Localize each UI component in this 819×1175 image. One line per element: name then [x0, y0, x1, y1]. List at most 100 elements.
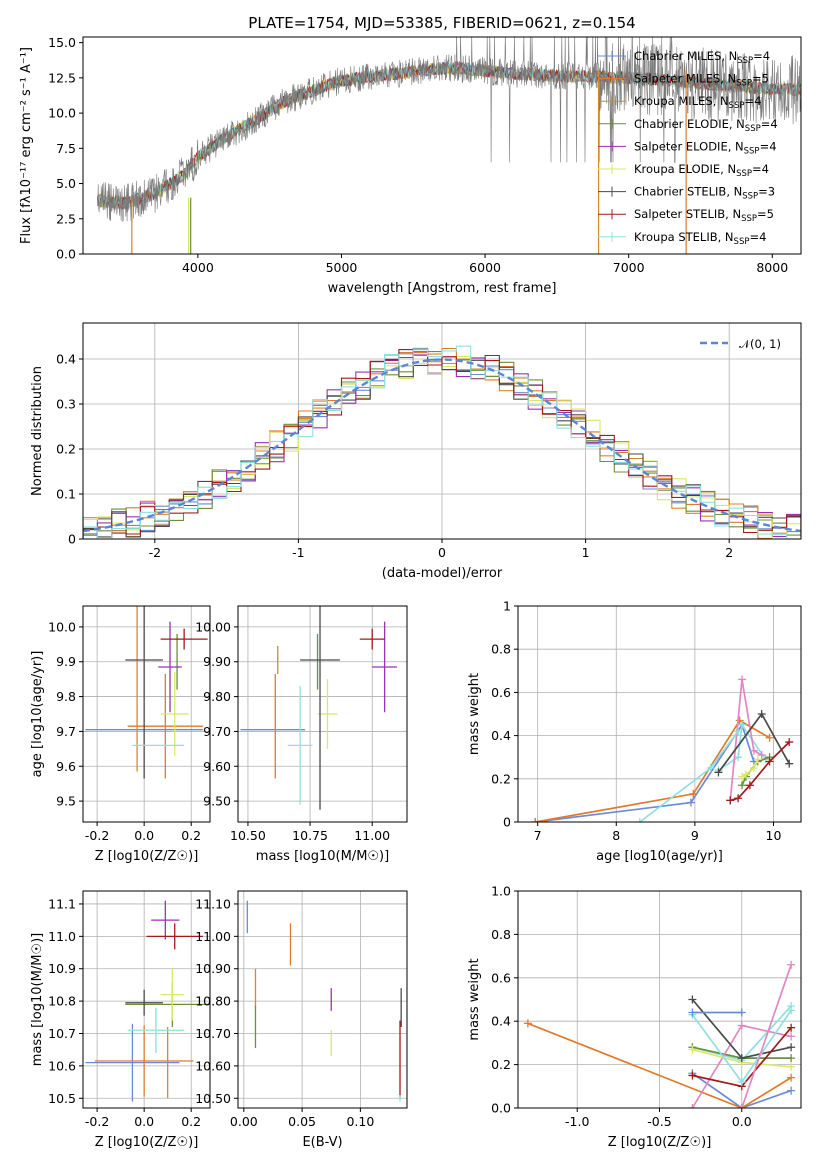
legend-label: Salpeter ELODIE, NSSP=4	[634, 139, 777, 156]
gaussian-curve	[82, 358, 802, 533]
y-tick-label: 10.80	[195, 994, 231, 1009]
mass-weight-marker	[787, 1006, 796, 1015]
residual-histogram	[83, 345, 801, 539]
legend-subscript: SSP	[734, 237, 750, 247]
x-tick-label: 4000	[182, 260, 214, 275]
y-tick-label: 7.5	[56, 141, 76, 156]
y-tick-label: 10.7	[48, 1026, 76, 1041]
mass-weight-marker	[738, 781, 747, 790]
x-axis-label: Z [log10(Z/Z☉)]	[95, 849, 199, 864]
y-axis-label: mass weight	[467, 673, 482, 755]
y-tick-label: 10.00	[195, 619, 231, 634]
mass-weight-marker	[745, 781, 754, 790]
mass-weight-line	[718, 722, 767, 771]
x-tick-label: 5000	[326, 260, 358, 275]
y-tick-label: 0.2	[56, 442, 76, 457]
legend-label: Salpeter STELIB, NSSP=5	[634, 207, 774, 224]
y-tick-label: 0.8	[491, 927, 511, 942]
mass-weight-marker	[688, 1045, 697, 1054]
mass-weight-line	[740, 964, 792, 1108]
observed-spectrum-line	[97, 37, 801, 222]
y-tick-label: 10.60	[195, 1058, 231, 1073]
residuals-axes: -2 -1 0 1 2 0 0.1 0.2 0.3 0.4 (data-model)/error No…	[30, 322, 802, 581]
x-tick-label: 7	[534, 828, 542, 843]
x-tick-label: 9	[691, 828, 699, 843]
legend-label: Chabrier ELODIE, NSSP=4	[634, 117, 778, 134]
y-tick-label: 9.7	[56, 724, 76, 739]
axes-frame	[237, 605, 408, 823]
axes-frame	[82, 322, 802, 540]
x-axis-label: age [log10(age/yr)]	[596, 849, 723, 864]
mass-weight-marker	[765, 733, 774, 742]
y-tick-label: 10.70	[195, 1026, 231, 1041]
legend-value: =4	[752, 162, 769, 176]
mass-weight-marker	[523, 1019, 532, 1028]
mass-weight-marker	[738, 720, 747, 729]
x-axis-label: mass [log10(M/M☉)]	[256, 849, 389, 864]
y-tick-label: 10.0	[48, 619, 76, 634]
y-axis-label: Flux [fλ10⁻¹⁷ erg cm⁻² s⁻¹ A⁻¹]	[19, 47, 34, 244]
y-tick-label: 11.1	[48, 896, 76, 911]
mass-weight-marker	[734, 794, 743, 803]
legend-label: Salpeter MILES, NSSP=5	[634, 72, 769, 89]
mass-weight-marker	[753, 755, 762, 764]
legend-subscript: SSP	[742, 192, 758, 202]
y-tick-label: 9.60	[203, 759, 231, 774]
x-tick-label: 0	[438, 545, 446, 560]
y-tick-label: 10.50	[195, 1091, 231, 1106]
y-tick-label: 9.90	[203, 654, 231, 669]
y-tick-label: 10.5	[48, 1091, 76, 1106]
y-tick-label: 9.6	[56, 759, 76, 774]
x-tick-label: 6000	[469, 260, 501, 275]
mass-weight-marker	[787, 960, 796, 969]
mass-weight-marker	[741, 770, 750, 779]
legend-subscript: SSP	[744, 146, 760, 156]
age-vs-Z-axes: -0.2 0.0 0.2 9.5 9.6 9.7 9.8 9.9 10.0 Z [log10(Z/…	[30, 605, 211, 864]
x-tick-label: 0.10	[346, 1114, 374, 1129]
mass-weight-marker	[785, 759, 794, 768]
mass-vs-EBV-axes: 0.00 0.05 0.10 10.50 10.60 10.70 10.80 10.90 11.…	[195, 890, 408, 1150]
y-tick-label: 0.1	[56, 487, 76, 502]
x-tick-label: 0.0	[732, 1114, 752, 1129]
axes-frame	[82, 605, 211, 823]
y-tick-label: 10.8	[48, 994, 76, 1009]
mass-weight-marker	[738, 675, 747, 684]
mass-weight-marker	[749, 764, 758, 772]
y-tick-label: 10.9	[48, 961, 76, 976]
mass-weight-line	[741, 759, 759, 778]
legend-value: =4	[753, 49, 770, 63]
x-tick-label: -1	[292, 545, 304, 560]
mass-weight-marker	[734, 727, 743, 736]
y-tick-label: 0.0	[56, 247, 76, 262]
y-tick-label: 10.0	[48, 106, 76, 121]
legend-value: =5	[752, 72, 769, 86]
y-tick-label: 0.2	[491, 771, 511, 786]
legend-value: =4	[744, 94, 761, 108]
mass-weight-marker	[737, 1077, 746, 1086]
y-tick-label: 1.0	[491, 884, 511, 899]
y-tick-label: 9.8	[56, 689, 76, 704]
legend-subscript: SSP	[729, 101, 745, 111]
mass-weight-marker	[714, 768, 723, 777]
legend-value: =4	[761, 117, 778, 131]
x-tick-label: 7000	[613, 260, 645, 275]
mass-weight-marker	[787, 1043, 796, 1052]
sfh-age-axes: 7 8 9 10 0 0.2 0.4 0.6 0.8 1 age [log10(age/yr)] ma…	[467, 599, 802, 864]
mass-weight-marker	[706, 764, 715, 772]
mass-weight-marker	[734, 753, 743, 762]
x-tick-label: -1.0	[565, 1114, 589, 1129]
legend-subscript: SSP	[736, 79, 752, 89]
legend-subscript: SSP	[741, 214, 757, 224]
mass-weight-marker	[787, 1073, 796, 1082]
legend-value: =5	[757, 207, 774, 221]
x-tick-label: 8000	[756, 260, 788, 275]
age-vs-mass-axes: 10.50 10.75 11.00 9.50 9.60 9.70 9.80 9.90 10.00…	[195, 605, 408, 864]
mass-weight-line	[691, 1072, 792, 1108]
y-tick-label: 2.5	[56, 211, 76, 226]
y-axis-label: age [log10(age/yr)]	[30, 651, 45, 778]
y-tick-label: 0	[68, 532, 76, 547]
axes-frame	[82, 36, 802, 255]
mass-weight-marker	[726, 796, 735, 805]
y-tick-label: 0.8	[491, 642, 511, 657]
